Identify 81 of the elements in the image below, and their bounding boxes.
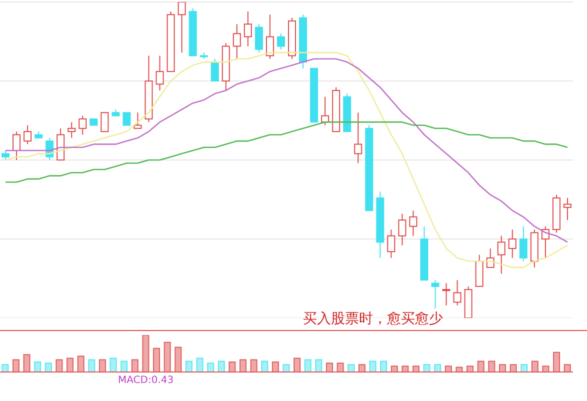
candlestick [276, 33, 285, 50]
candlestick [232, 24, 241, 60]
bar [531, 360, 538, 372]
bar [88, 359, 96, 372]
bar [164, 342, 171, 372]
bar [498, 364, 506, 372]
bar [488, 360, 496, 372]
bar [77, 356, 84, 372]
bar [520, 364, 528, 372]
candlestick [409, 210, 418, 236]
bar [348, 364, 355, 372]
bar [390, 366, 398, 372]
candlestick [78, 115, 87, 136]
bar [542, 366, 550, 372]
candlestick [122, 112, 131, 126]
bar [218, 360, 225, 372]
candlestick [210, 58, 219, 82]
candlestick [519, 226, 528, 262]
bar [196, 358, 204, 372]
candlestick [12, 131, 21, 160]
bar [423, 364, 430, 372]
candlestick [156, 55, 164, 91]
bar [98, 359, 106, 372]
candlestick [497, 235, 506, 274]
bar [358, 364, 366, 372]
bar [326, 362, 333, 372]
bar [174, 346, 182, 372]
bar [380, 360, 388, 372]
candlestick [134, 112, 142, 129]
bar [477, 360, 484, 372]
bar [120, 360, 128, 372]
bar [510, 364, 517, 372]
bar [207, 362, 214, 372]
candlestick [508, 229, 516, 258]
candlestick [68, 122, 76, 138]
candlestick [563, 197, 572, 221]
bar [369, 360, 376, 372]
bar [250, 359, 258, 372]
bar [185, 360, 192, 372]
bar [44, 362, 52, 372]
candlestick [244, 10, 252, 47]
bar [2, 364, 9, 372]
bar [304, 359, 312, 372]
bar [434, 364, 442, 372]
bar [402, 366, 409, 372]
bar [564, 364, 571, 372]
bar [66, 358, 74, 372]
candlestick [354, 112, 362, 164]
text: MACD:0.43 [118, 375, 174, 386]
bar [23, 354, 30, 372]
bar [456, 366, 463, 372]
candlestick [442, 282, 450, 306]
bar [56, 359, 63, 372]
bar [282, 364, 290, 372]
candlestick [398, 213, 406, 246]
bar [553, 352, 560, 372]
candlestick [266, 14, 274, 60]
bar [12, 359, 20, 372]
bar [240, 359, 247, 372]
bar [131, 359, 138, 372]
bar [153, 348, 160, 372]
bar [466, 366, 474, 372]
bar [34, 362, 42, 372]
candlestick [24, 124, 32, 145]
bar [261, 360, 268, 372]
candlestick [387, 229, 396, 258]
candlestick [453, 280, 462, 306]
candlestick [2, 150, 10, 160]
candlestick [100, 112, 109, 132]
bar [228, 362, 236, 372]
bar [315, 359, 322, 372]
bar [412, 366, 420, 372]
annotation: 买入股票时，愈买愈少 [303, 310, 443, 328]
bar [272, 362, 279, 372]
bar [336, 362, 344, 372]
bar [294, 358, 301, 372]
candlestick [431, 280, 440, 310]
candlestick [254, 24, 263, 54]
bar [142, 335, 150, 372]
bar [110, 358, 117, 372]
bar [444, 366, 452, 372]
